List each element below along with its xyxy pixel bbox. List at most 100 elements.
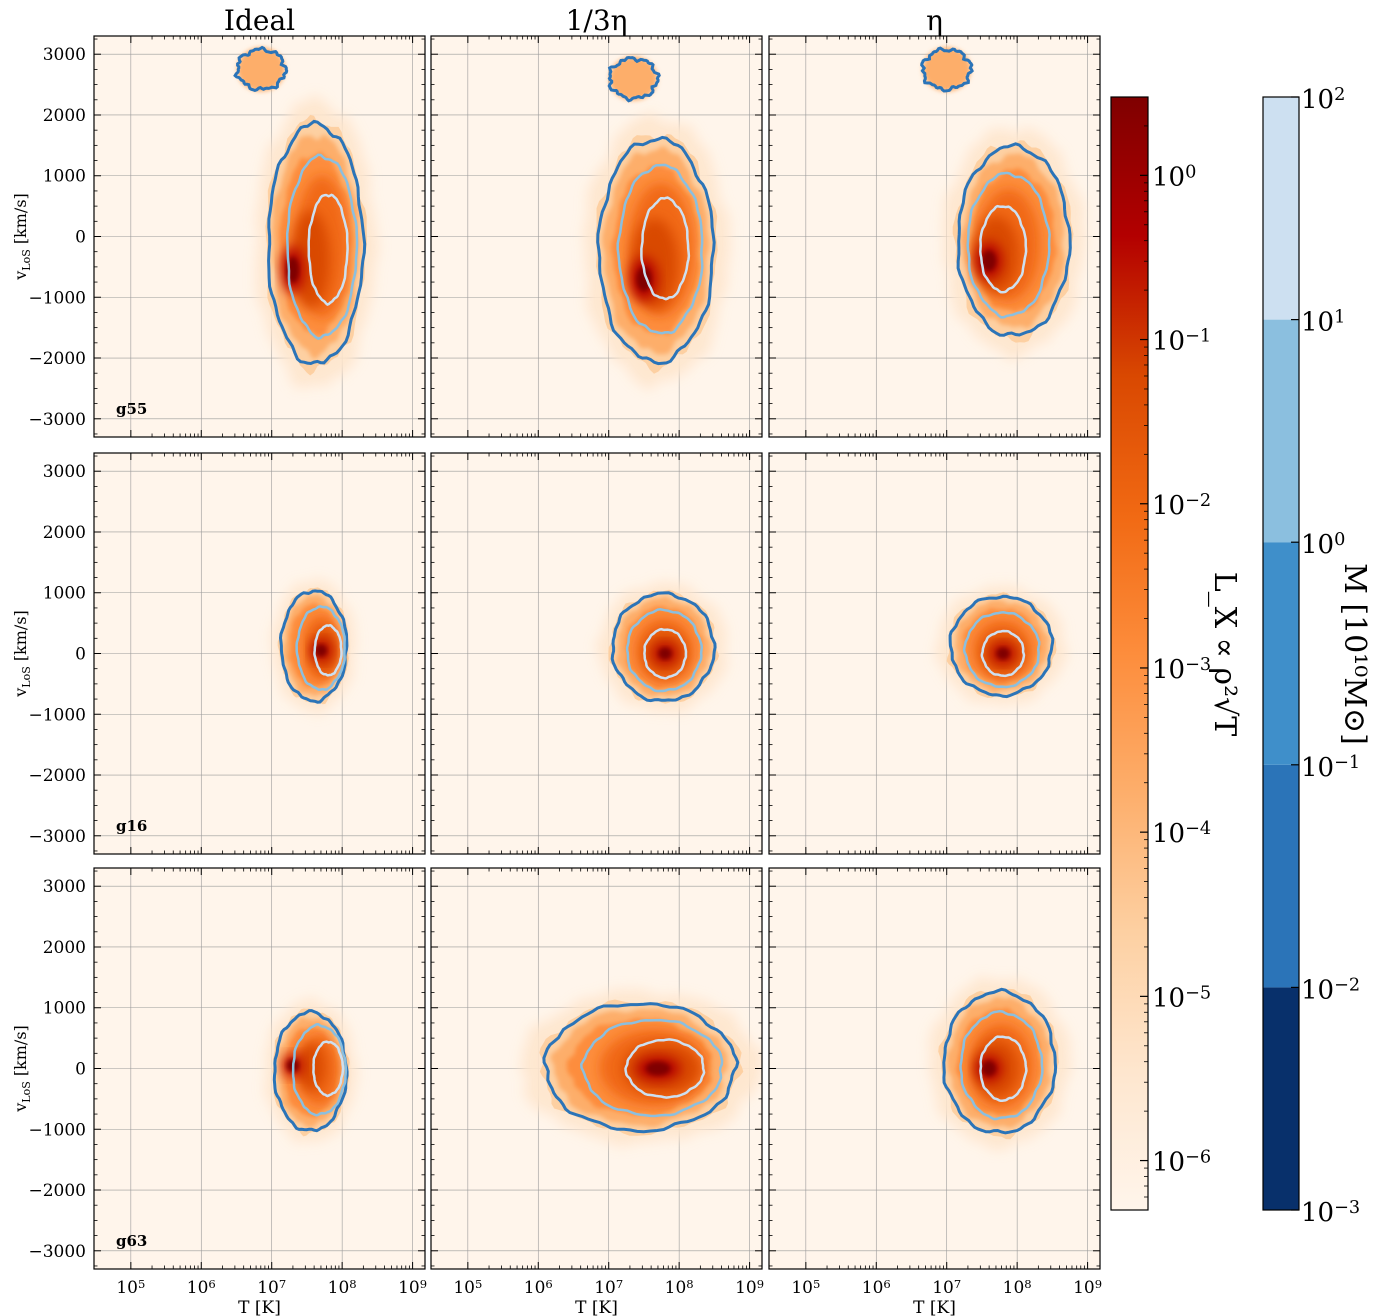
x-tick-label: 105 xyxy=(791,1277,820,1298)
x-axis-label: T [K] xyxy=(913,1298,956,1316)
contour-outer xyxy=(942,987,1058,1135)
halo-label: g16 xyxy=(116,817,147,835)
x-tick-label: 106 xyxy=(524,1277,553,1298)
y-tick-label: 1000 xyxy=(43,167,86,187)
heat-peak xyxy=(636,267,652,292)
y-tick-label: −2000 xyxy=(28,1181,86,1201)
x-tick-label: 105 xyxy=(453,1277,482,1298)
x-tick-label: 107 xyxy=(932,1277,961,1298)
x-tick-label: 108 xyxy=(665,1277,694,1298)
panel-g63-eta: 105 106 107 108 109 T [K] xyxy=(768,867,1102,1316)
mass-contours xyxy=(596,55,716,366)
heat-colorbar-tick-label: 10−2 xyxy=(1152,491,1211,521)
satellite-contour xyxy=(920,46,974,93)
y-axis-label: vLoS [km/s] xyxy=(11,1025,33,1113)
y-tick-label: −1000 xyxy=(28,705,86,725)
x-axis-label: T [K] xyxy=(575,1298,618,1316)
heat-colorbar-tick-label: 100 xyxy=(1152,162,1196,192)
y-axis-label: vLoS [km/s] xyxy=(11,610,33,698)
x-tick-label: 107 xyxy=(594,1277,623,1298)
heatmap-density xyxy=(237,47,379,388)
x-tick-label: 105 xyxy=(116,1277,145,1298)
mass-contours xyxy=(948,594,1055,699)
y-tick-label: −3000 xyxy=(28,1242,86,1262)
y-tick-label: −1000 xyxy=(28,1120,86,1140)
panel-g55-third-eta xyxy=(430,35,763,438)
heat-level-6 xyxy=(295,1042,326,1092)
mass-colorbar-band xyxy=(1263,542,1299,765)
heat-colorbar-tick-label: 10−6 xyxy=(1152,1148,1211,1178)
mass-colorbar-label: M [10¹⁰M⊙] xyxy=(1337,563,1372,745)
mass-colorbar-tick-label: 10−3 xyxy=(1301,1198,1360,1228)
contour-middle xyxy=(959,1009,1044,1121)
x-tick-label: 109 xyxy=(735,1277,764,1298)
satellite-contour xyxy=(607,55,661,103)
y-tick-label: −1000 xyxy=(28,288,86,308)
y-tick-label: −2000 xyxy=(28,349,86,369)
heat-peak xyxy=(996,647,1010,660)
heat-colorbar-tick-label: 10−3 xyxy=(1152,655,1211,685)
contour-outer xyxy=(542,1002,740,1134)
contour-middle xyxy=(580,1018,724,1118)
heat-colorbar-tick-label: 10−5 xyxy=(1152,983,1211,1013)
contour-outer xyxy=(610,591,717,703)
contour-middle xyxy=(966,171,1051,319)
mass-contours xyxy=(542,1002,740,1134)
heat-peak xyxy=(315,644,328,657)
mass-colorbar-tick-label: 100 xyxy=(1301,530,1345,560)
contour-inner xyxy=(313,624,343,677)
contour-inner xyxy=(624,1038,706,1099)
heat-peak xyxy=(658,647,672,660)
heat-colorbar-tick-label: 10−1 xyxy=(1152,327,1211,357)
x-axis-label: T [K] xyxy=(238,1298,281,1316)
halo-label: g63 xyxy=(116,1232,147,1250)
mass-colorbar-band xyxy=(1263,764,1299,988)
panel-g16-ideal: −3000 −2000 −1000 0 1000 2000 3000 vLoS [km/s] g… xyxy=(11,452,426,855)
x-tick-label: 107 xyxy=(257,1277,286,1298)
mass-colorbar-tick-label: 101 xyxy=(1301,308,1345,338)
contour-inner xyxy=(980,629,1026,678)
y-tick-label: −3000 xyxy=(28,410,86,430)
column-titles: Ideal 1/3η η xyxy=(224,4,943,37)
contour-middle xyxy=(291,1023,348,1117)
contour-outer xyxy=(956,142,1072,337)
heat-colorbar-tick-label: 10−4 xyxy=(1152,819,1211,849)
y-axis-label: vLoS [km/s] xyxy=(11,193,33,281)
heat-colorbar-gradient xyxy=(1110,96,1149,1211)
y-tick-label: 2000 xyxy=(43,106,86,126)
contour-inner xyxy=(643,627,688,680)
mass-contours xyxy=(920,46,1072,337)
panel-g55-eta xyxy=(768,35,1101,438)
y-tick-label: −3000 xyxy=(28,827,86,847)
mass-colorbar-frame xyxy=(1262,96,1300,1211)
column-title: 1/3η xyxy=(566,4,628,37)
panel-g63-third-eta: 105 106 107 108 109 T [K] xyxy=(430,867,764,1316)
y-tick-label: 0 xyxy=(75,228,86,248)
contour-middle xyxy=(962,611,1041,689)
satellite-heat xyxy=(609,56,658,101)
x-tick-label: 106 xyxy=(862,1277,891,1298)
contour-middle xyxy=(616,163,704,335)
y-tick-label: 2000 xyxy=(43,938,86,958)
x-tick-label: 108 xyxy=(1003,1277,1032,1298)
y-tick-label: 3000 xyxy=(43,462,86,482)
contour-inner xyxy=(312,1040,345,1098)
y-tick-label: 3000 xyxy=(43,877,86,897)
satellite-heat xyxy=(237,47,286,92)
mass-colorbar-band xyxy=(1263,97,1299,320)
y-tick-label: 1000 xyxy=(43,999,86,1019)
contour-middle xyxy=(625,608,704,693)
column-title: Ideal xyxy=(224,4,295,37)
mass-colorbar-tick-label: 102 xyxy=(1301,85,1345,115)
heat-peak xyxy=(981,1060,997,1077)
mass-colorbar-band xyxy=(1263,319,1299,543)
contour-inner xyxy=(640,196,691,301)
contour-outer xyxy=(267,119,367,366)
heat-colorbar-label: L_X ∝ ρ²√T xyxy=(1207,572,1242,736)
mass-colorbar: 102 101 100 10−1 10−2 10−3 M [10¹⁰M⊙] xyxy=(1262,85,1372,1228)
halo-label: g55 xyxy=(116,400,147,418)
satellite-contour xyxy=(233,45,289,92)
mass-colorbar-tick-label: 10−2 xyxy=(1301,975,1360,1005)
contour-middle xyxy=(285,153,359,341)
